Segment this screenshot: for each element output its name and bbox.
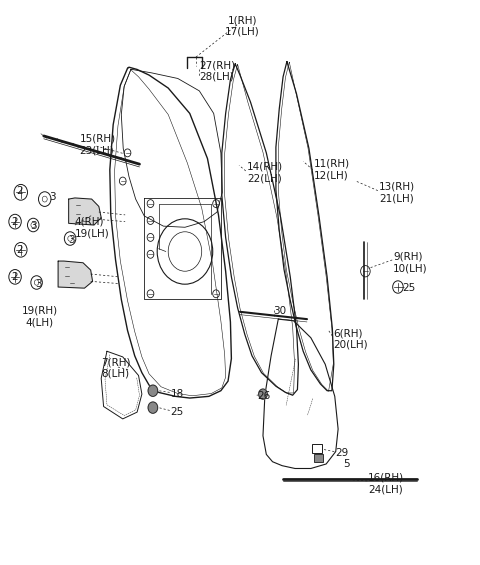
- Text: 1(RH)
17(LH): 1(RH) 17(LH): [225, 15, 260, 37]
- Text: 3: 3: [30, 220, 36, 231]
- Text: 13(RH)
21(LH): 13(RH) 21(LH): [379, 181, 415, 203]
- Text: 16(RH)
24(LH): 16(RH) 24(LH): [368, 473, 404, 494]
- Text: 3: 3: [68, 234, 75, 245]
- Circle shape: [259, 389, 267, 399]
- Text: 6(RH)
20(LH): 6(RH) 20(LH): [333, 328, 368, 350]
- Circle shape: [148, 402, 157, 413]
- Text: 5: 5: [343, 459, 349, 469]
- Bar: [312, 444, 323, 453]
- Text: 15(RH)
23(LH): 15(RH) 23(LH): [80, 133, 116, 155]
- Text: 25: 25: [403, 283, 416, 293]
- Text: 18: 18: [170, 389, 184, 399]
- Polygon shape: [58, 261, 93, 288]
- Text: 27(RH)
28(LH): 27(RH) 28(LH): [199, 60, 236, 82]
- Text: 2: 2: [11, 272, 17, 282]
- Text: 9(RH)
10(LH): 9(RH) 10(LH): [393, 252, 428, 273]
- Text: 2: 2: [16, 245, 23, 255]
- Text: 29: 29: [336, 447, 349, 458]
- Polygon shape: [69, 198, 101, 225]
- Text: 3: 3: [35, 279, 41, 289]
- Text: 11(RH)
12(LH): 11(RH) 12(LH): [314, 159, 350, 181]
- Text: 26: 26: [257, 392, 270, 401]
- Text: 25: 25: [170, 407, 184, 417]
- Text: 30: 30: [274, 306, 287, 316]
- Text: 4(RH)
19(LH): 4(RH) 19(LH): [75, 216, 109, 238]
- Text: 2: 2: [11, 217, 17, 227]
- Text: 14(RH)
22(LH): 14(RH) 22(LH): [247, 162, 283, 184]
- Text: 7(RH)
8(LH): 7(RH) 8(LH): [101, 358, 131, 379]
- Text: 3: 3: [49, 193, 56, 202]
- Text: 19(RH)
4(LH): 19(RH) 4(LH): [22, 306, 58, 327]
- Bar: [314, 454, 323, 462]
- Circle shape: [148, 385, 157, 397]
- Text: 2: 2: [16, 186, 23, 196]
